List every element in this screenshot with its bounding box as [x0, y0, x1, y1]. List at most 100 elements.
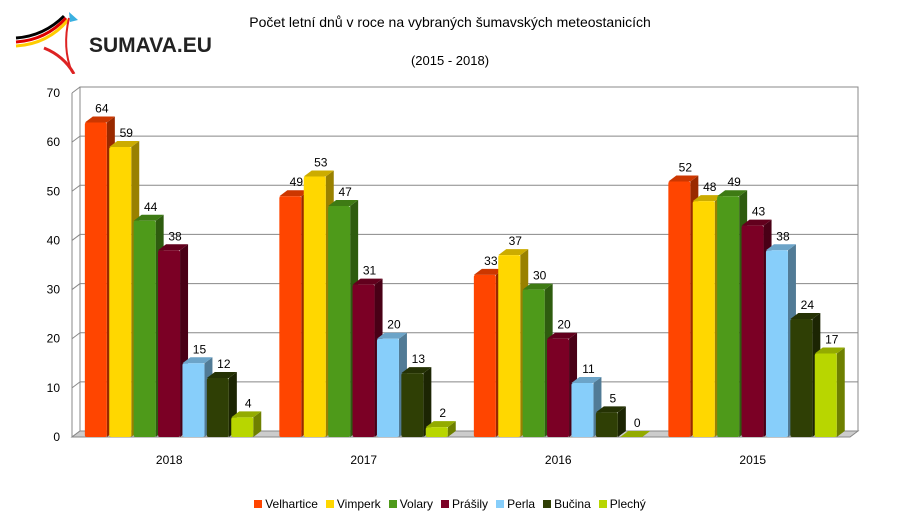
bar — [522, 289, 545, 437]
bar-top — [620, 431, 651, 437]
bar — [814, 353, 837, 437]
bar — [376, 338, 399, 437]
legend-label: Bučina — [554, 497, 591, 511]
legend-swatch — [325, 500, 334, 508]
data-label: 11 — [582, 362, 595, 376]
bar — [133, 220, 156, 437]
legend-item: Bučina — [543, 497, 591, 511]
y-tick-label: 20 — [47, 332, 61, 346]
y-tick-label: 50 — [47, 184, 61, 198]
legend-item: Volary — [388, 497, 434, 511]
data-label: 24 — [801, 298, 815, 312]
bar-top — [328, 200, 359, 207]
gridline-side — [71, 86, 81, 94]
data-label: 2 — [439, 406, 446, 420]
bar-top — [158, 244, 189, 251]
data-label: 4 — [245, 396, 252, 410]
data-label: 12 — [217, 357, 231, 371]
legend: Velhartice Vimperk Volary Prášily Perla Bučin… — [0, 497, 900, 511]
bar — [595, 412, 618, 437]
legend-swatch — [543, 500, 552, 508]
legend-label: Plechý — [609, 497, 646, 511]
bar-top — [206, 372, 237, 379]
legend-label: Prášily — [452, 497, 489, 511]
bar-side — [836, 347, 845, 437]
bar — [668, 181, 691, 437]
legend-item: Vimperk — [325, 497, 381, 511]
x-tick-label: 2015 — [739, 453, 766, 467]
bar — [692, 201, 715, 437]
data-label: 17 — [825, 332, 839, 346]
data-label: 52 — [679, 160, 693, 174]
bar — [328, 206, 351, 437]
bar — [158, 250, 181, 437]
bar — [571, 382, 594, 437]
x-tick-label: 2016 — [545, 453, 572, 467]
y-tick-label: 40 — [47, 233, 61, 247]
legend-item: Velhartice — [254, 497, 318, 511]
data-label: 30 — [533, 269, 547, 283]
legend-item: Prášily — [441, 497, 488, 511]
logo-swoosh-icon — [15, 12, 78, 74]
data-label: 20 — [557, 318, 571, 332]
bar — [790, 319, 813, 437]
bar-top — [376, 332, 407, 339]
gridline-side — [71, 332, 81, 340]
bar — [352, 284, 375, 437]
bar — [717, 196, 740, 437]
chart-title: Počet letní dnů v roce na vybraných šuma… — [249, 14, 651, 30]
bar — [279, 196, 302, 437]
bar-top — [595, 406, 626, 413]
data-label: 64 — [95, 101, 109, 115]
bar — [84, 122, 107, 437]
data-label: 43 — [752, 205, 766, 219]
bar-top — [182, 357, 213, 364]
data-label: 20 — [387, 318, 401, 332]
bar-top — [571, 376, 602, 383]
data-label: 38 — [168, 229, 182, 243]
bar-side — [447, 421, 456, 437]
bar — [182, 363, 205, 437]
bar — [401, 373, 424, 437]
bar-side — [423, 367, 432, 437]
data-label: 37 — [509, 234, 523, 248]
bar-top — [133, 214, 164, 221]
bar-top — [498, 249, 529, 256]
bar-top — [814, 347, 845, 354]
x-tick-label: 2018 — [156, 453, 183, 467]
y-tick-label: 0 — [53, 430, 60, 444]
bar-side — [617, 406, 626, 437]
bar-top — [279, 190, 310, 197]
data-label: 31 — [363, 264, 377, 278]
gridline-side — [71, 381, 81, 389]
bar-side — [253, 411, 262, 437]
bar — [303, 176, 326, 438]
y-tick-label: 70 — [47, 86, 61, 100]
bar — [765, 250, 788, 437]
chart-subtitle: (2015 - 2018) — [410, 53, 490, 68]
gridline-side — [71, 135, 81, 143]
bar — [109, 147, 132, 438]
data-label: 33 — [484, 254, 498, 268]
y-tick-label: 60 — [47, 135, 61, 149]
bar-top — [84, 116, 115, 123]
legend-label: Vimperk — [336, 497, 381, 511]
data-label: 59 — [120, 126, 134, 140]
legend-label: Perla — [507, 497, 536, 511]
bar — [498, 255, 521, 437]
bar-top — [401, 367, 432, 374]
legend-swatch — [496, 500, 505, 508]
bar — [206, 378, 229, 437]
bar-top — [473, 268, 504, 275]
bar-top — [231, 411, 262, 418]
sumava-logo: SUMAVA.EU — [14, 8, 214, 74]
gridline-side — [71, 234, 81, 241]
bar-top — [352, 278, 383, 285]
data-label: 47 — [338, 185, 352, 199]
bar-top — [303, 170, 334, 177]
bar-top — [717, 190, 748, 197]
legend-swatch — [254, 500, 263, 508]
legend-label: Volary — [399, 497, 434, 511]
legend-label: Velhartice — [265, 497, 318, 511]
